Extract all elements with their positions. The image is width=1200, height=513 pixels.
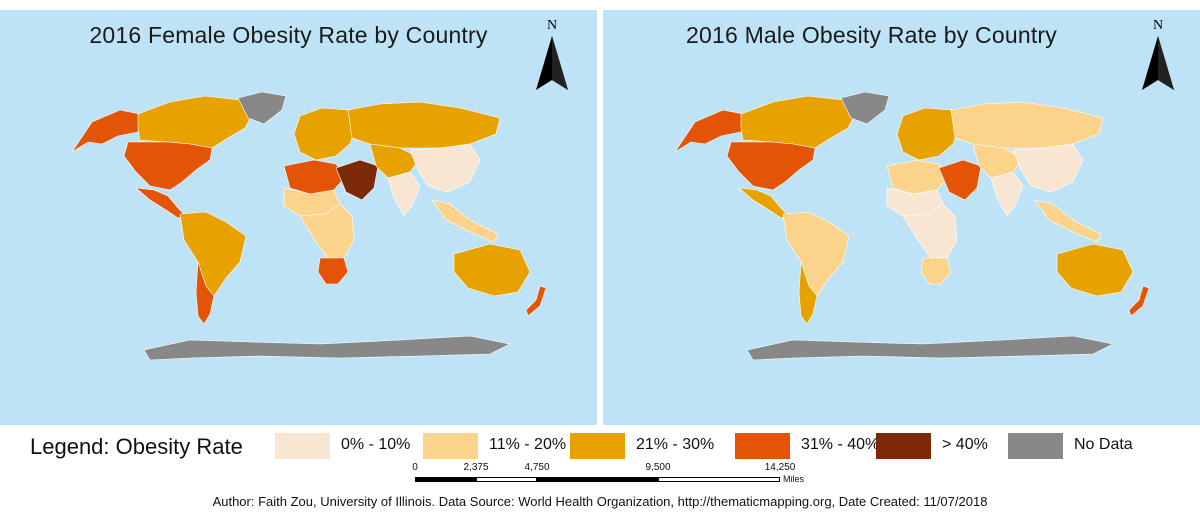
legend-swatch [1008, 433, 1063, 459]
country-region-europe [293, 107, 357, 161]
legend-swatch [275, 433, 330, 459]
country-region-china [1012, 143, 1084, 193]
country-region-europe [896, 107, 960, 161]
country-region-chile-argentina [195, 261, 215, 325]
country-region-new-zealand [1128, 285, 1150, 317]
legend-label: 0% - 10% [341, 436, 411, 453]
country-region-southern-africa [920, 257, 952, 285]
north-label: N [546, 18, 558, 33]
country-region-north-africa [886, 159, 950, 195]
scale-segment [658, 477, 780, 482]
country-region-central-america [135, 187, 187, 219]
country-region-central-asia [972, 143, 1024, 179]
legend-swatch [570, 433, 625, 459]
country-region-central-asia [369, 143, 421, 179]
scale-tick-label: 14,250 [764, 462, 796, 473]
female-obesity-map: 2016 Female Obesity Rate by Country N [0, 10, 597, 425]
scale-tick-label: 9,500 [645, 462, 671, 473]
country-region-central-africa [299, 203, 355, 259]
country-region-north-america [726, 141, 816, 191]
country-region-south-america [782, 211, 850, 297]
scale-tick-label: 0 [412, 462, 418, 473]
legend-title: Legend: Obesity Rate [30, 434, 243, 459]
country-region-north-africa [283, 159, 347, 195]
scale-tick-label: 2,375 [463, 462, 489, 473]
country-region-canada [137, 95, 256, 149]
country-region-russia [347, 101, 501, 149]
country-region-southeast-asia [1034, 199, 1102, 243]
scale-segment [415, 477, 476, 482]
north-arrow-icon: N [532, 18, 572, 98]
female-map-title: 2016 Female Obesity Rate by Country [89, 22, 488, 48]
legend-swatch [423, 433, 478, 459]
country-region-south-america [179, 211, 247, 297]
country-region-central-america [738, 187, 790, 219]
country-region-australia [1056, 243, 1134, 297]
country-region-antarctica [746, 335, 1114, 361]
female-map-canvas [71, 91, 547, 361]
legend-swatch [876, 433, 931, 459]
scale-segment [537, 477, 658, 482]
country-region-greenland [237, 91, 287, 125]
country-region-southern-africa [317, 257, 349, 285]
country-region-chile-argentina [798, 261, 818, 325]
country-region-middle-east [938, 159, 982, 201]
legend-label: > 40% [942, 436, 988, 453]
legend-label: 31% - 40% [801, 436, 880, 453]
legend-swatch [735, 433, 790, 459]
credit-line: Author: Faith Zou, University of Illinoi… [212, 494, 988, 509]
country-region-alaska [674, 109, 744, 153]
scale-units: Miles [783, 474, 805, 484]
country-region-north-america [123, 141, 213, 191]
country-region-india [990, 171, 1024, 217]
scale-tick-label: 4,750 [524, 462, 550, 473]
country-region-greenland [840, 91, 890, 125]
country-region-canada [740, 95, 859, 149]
country-region-central-africa [902, 203, 958, 259]
male-map-title: 2016 Male Obesity Rate by Country [686, 22, 1057, 48]
country-region-new-zealand [525, 285, 547, 317]
scale-segment [476, 477, 537, 482]
scale-bar: 0 2,375 4,750 9,500 14,250 Miles [410, 462, 804, 490]
north-arrow-icon: N [1138, 18, 1178, 98]
country-region-southeast-asia [431, 199, 499, 243]
male-map-canvas [674, 91, 1150, 361]
legend-label: 11% - 20% [489, 436, 567, 453]
country-region-antarctica [143, 335, 511, 361]
country-region-china [409, 143, 481, 193]
legend-label: 21% - 30% [636, 436, 715, 453]
legend: Legend: Obesity Rate 0% - 10% 11% - 20% … [0, 430, 1200, 464]
country-region-russia [950, 101, 1104, 149]
country-region-australia [453, 243, 531, 297]
country-region-alaska [71, 109, 141, 153]
panel-divider [597, 0, 603, 430]
male-obesity-map: 2016 Male Obesity Rate by Country N [603, 10, 1200, 425]
north-label: N [1152, 18, 1164, 33]
country-region-india [387, 171, 421, 217]
legend-label: No Data [1074, 436, 1133, 453]
country-region-middle-east [335, 159, 379, 201]
